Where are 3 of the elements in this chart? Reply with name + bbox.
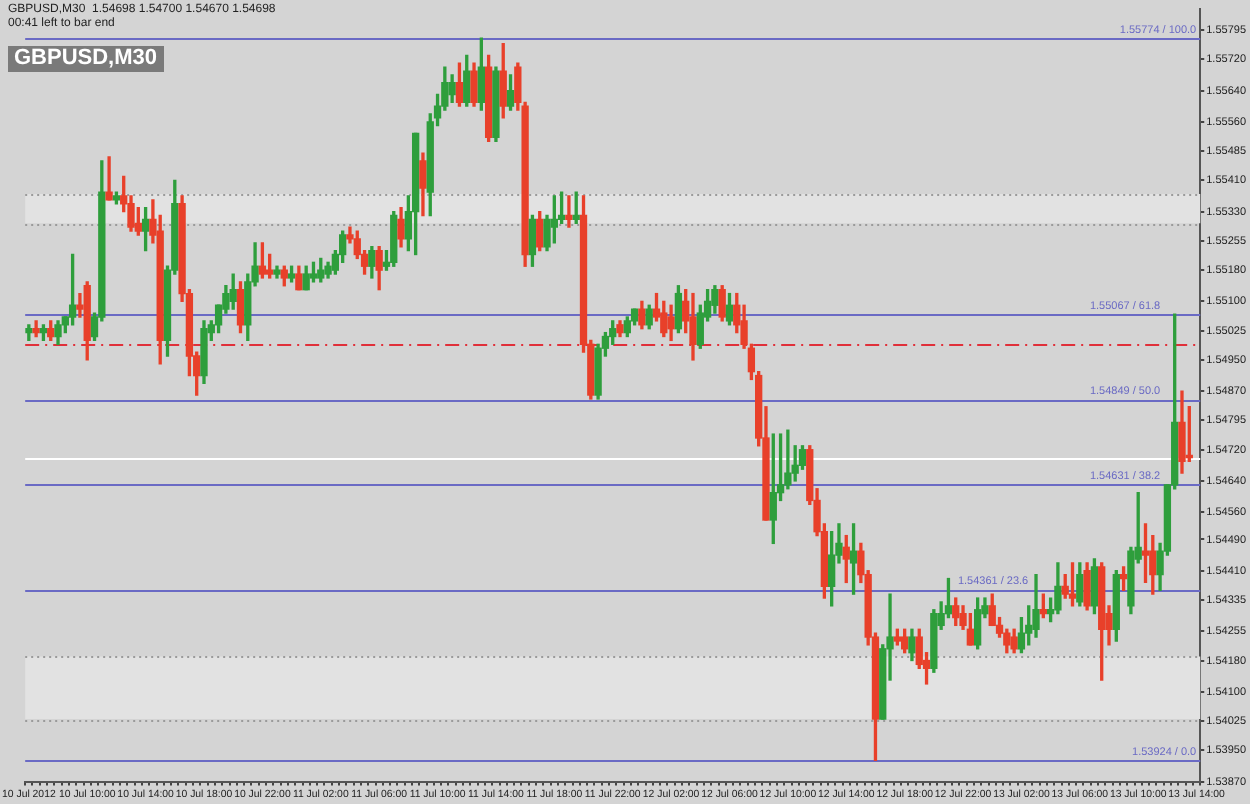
candlestick bbox=[565, 195, 573, 228]
text: GBPUSD,M30 bbox=[8, 46, 164, 72]
candlestick bbox=[105, 156, 113, 201]
